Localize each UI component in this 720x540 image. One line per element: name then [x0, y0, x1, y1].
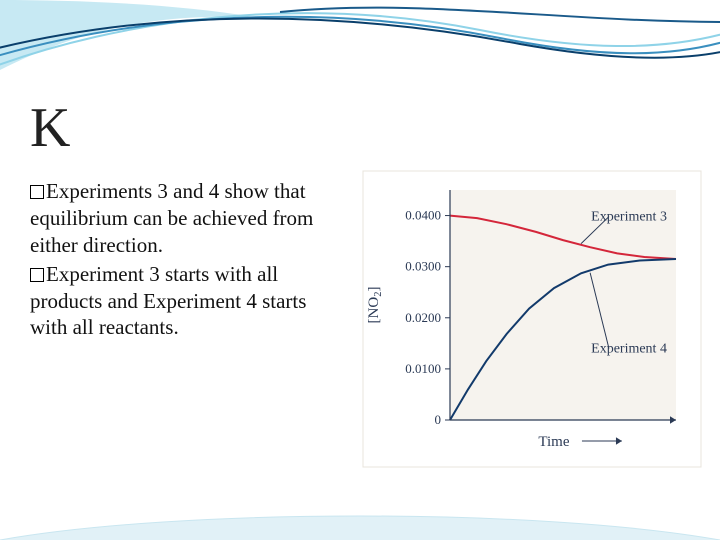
bottom-arc-decoration — [0, 500, 720, 540]
slide: K Experiments 3 and 4 show that equilibr… — [0, 0, 720, 540]
bullet-2: Experiment 3 starts with all products an… — [30, 261, 340, 342]
svg-text:Experiment 3: Experiment 3 — [591, 210, 667, 225]
svg-text:Experiment 4: Experiment 4 — [591, 341, 667, 356]
svg-text:[NO2]: [NO2] — [366, 287, 384, 324]
slide-body-text: Experiments 3 and 4 show that equilibriu… — [30, 178, 340, 343]
svg-text:0: 0 — [435, 412, 442, 427]
top-wave-decoration — [0, 0, 720, 90]
bullet-1: Experiments 3 and 4 show that equilibriu… — [30, 178, 340, 259]
bullet-box-icon — [30, 268, 44, 282]
equilibrium-chart: 0 0.0100 0.0200 0.0300 0.0400 Experiment 3 Exp… — [362, 170, 702, 480]
bullet-1-text: Experiments 3 and 4 show that equilibriu… — [30, 179, 313, 257]
svg-text:0.0200: 0.0200 — [405, 310, 441, 325]
svg-text:Time: Time — [538, 434, 569, 450]
svg-text:0.0100: 0.0100 — [405, 361, 441, 376]
svg-text:0.0400: 0.0400 — [405, 208, 441, 223]
slide-title: K — [30, 96, 70, 160]
bullet-box-icon — [30, 185, 44, 199]
bullet-2-text: Experiment 3 starts with all products an… — [30, 262, 306, 340]
svg-text:0.0300: 0.0300 — [405, 259, 441, 274]
chart-svg: 0 0.0100 0.0200 0.0300 0.0400 Experiment 3 Exp… — [362, 170, 702, 480]
